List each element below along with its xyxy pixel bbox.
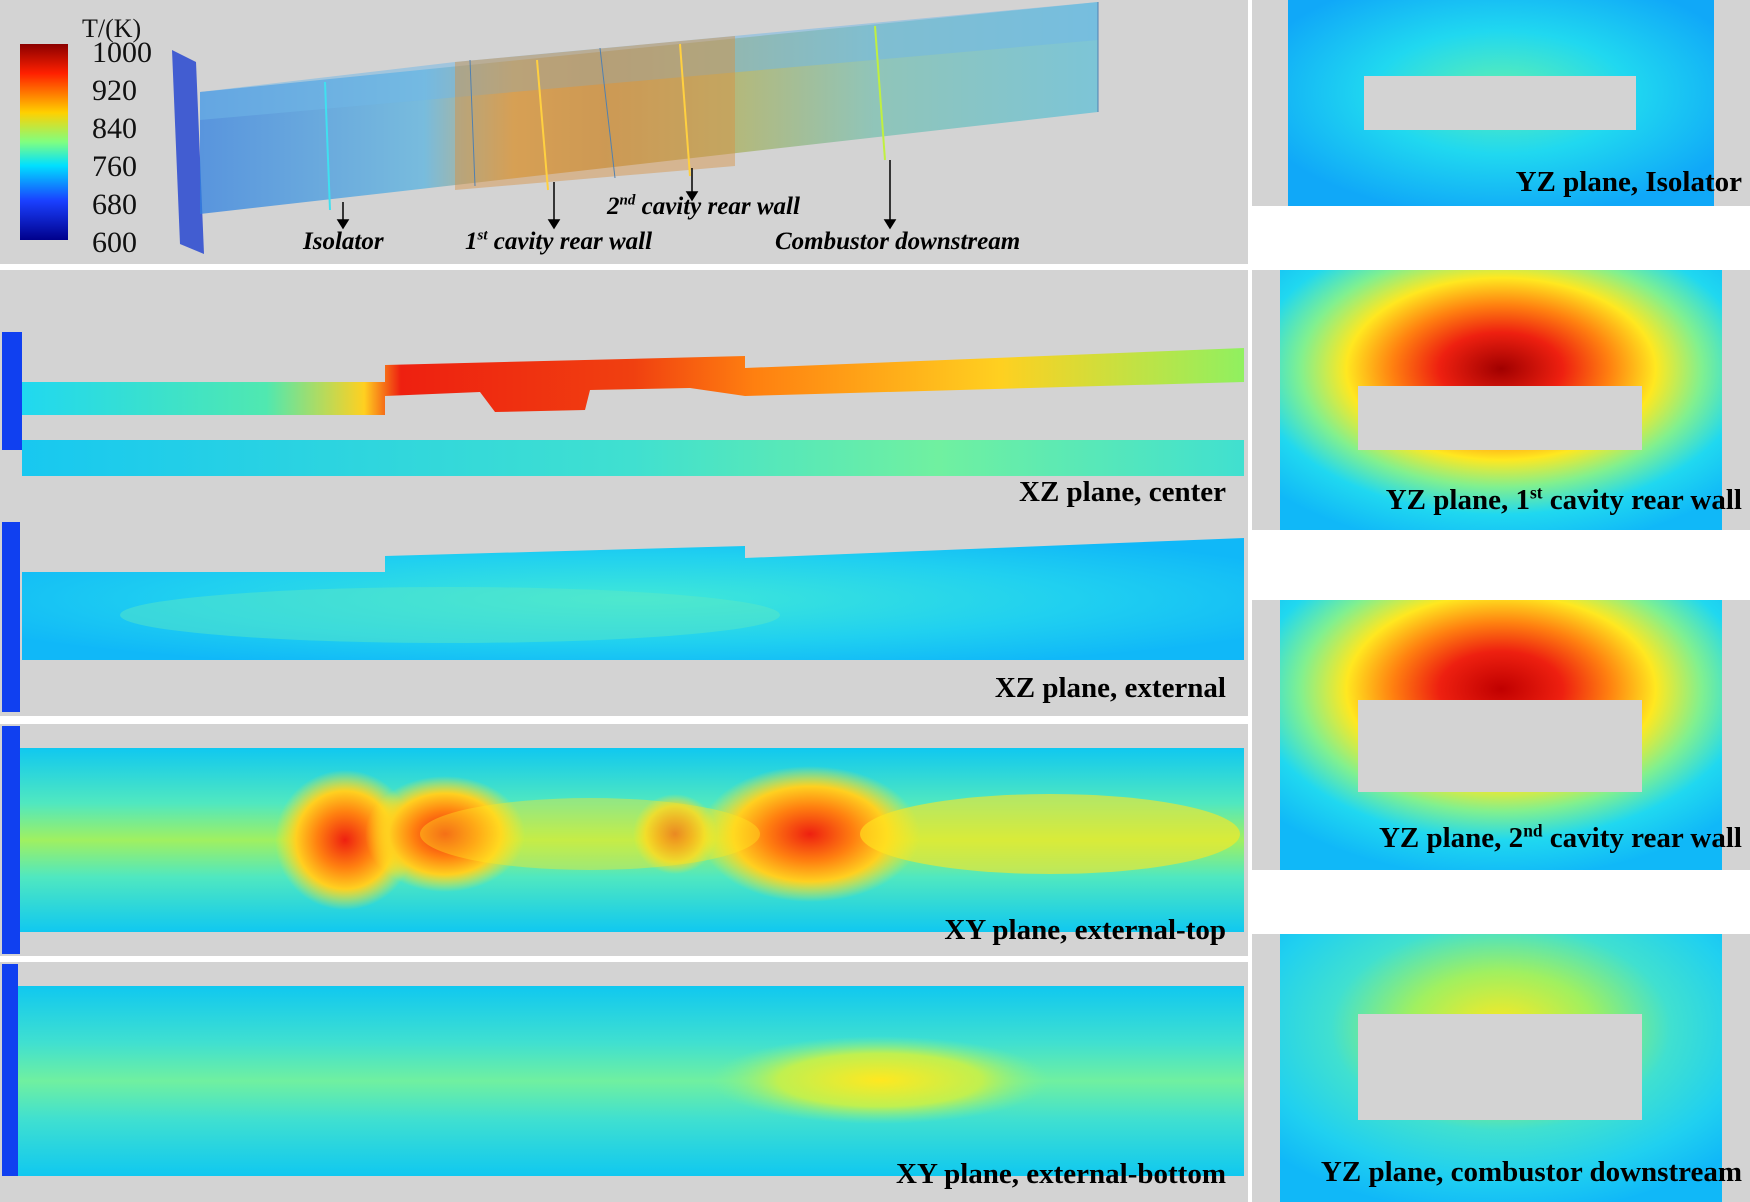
- yz-downstream-graphic: [1280, 934, 1722, 1202]
- hotspot: [700, 766, 920, 902]
- hotspot: [365, 776, 525, 892]
- xy-top-panel: XY plane, external-top: [0, 724, 1248, 956]
- yz-isolator-panel: YZ plane, Isolator: [1252, 0, 1750, 206]
- inlet-strip: [2, 332, 22, 450]
- yz-downstream-panel: YZ plane, combustor downstream: [1252, 934, 1750, 1202]
- inlet-strip: [2, 726, 20, 954]
- xy-bottom-panel: XY plane, external-bottom: [0, 962, 1248, 1202]
- yz-cavity1-graphic: [1280, 270, 1722, 530]
- xy-bottom-field: [18, 986, 1244, 1176]
- label-yz-downstream: YZ plane, combustor downstream: [1320, 1156, 1742, 1188]
- model-3d-graphic: [20, 2, 1099, 254]
- slice-downstream: [874, 25, 886, 161]
- body-cutout: [1358, 1014, 1642, 1120]
- xz-center-lower-band: [22, 440, 1244, 476]
- label-yz-cavity2: YZ plane, 2nd cavity rear wall: [1378, 820, 1742, 854]
- cavity-block: [455, 36, 735, 190]
- slice-cavity1: [536, 59, 549, 191]
- yz-cavity2-graphic: [1280, 600, 1722, 870]
- xy-bottom-graphic: [2, 964, 1244, 1176]
- contour-blob: [120, 587, 780, 643]
- label-isolator: Isolator: [303, 228, 384, 255]
- label-cavity1: 1st cavity rear wall: [465, 227, 653, 255]
- colorbar-tick: 920: [92, 74, 137, 107]
- colorbar-tick: 680: [92, 188, 137, 221]
- hotspot: [860, 794, 1240, 874]
- model-3d-panel: T/(K) 1000 920 840 760 680 600 Isolator …: [0, 0, 1248, 264]
- body-cutout: [1364, 76, 1636, 130]
- body-cutout: [1358, 386, 1642, 450]
- label-xy-bottom: XY plane, external-bottom: [896, 1158, 1226, 1190]
- body-cutout: [1358, 700, 1642, 792]
- slice-cavity2: [679, 43, 691, 177]
- edge-line: [599, 47, 616, 179]
- yz-cavity2-panel: YZ plane, 2nd cavity rear wall: [1252, 600, 1750, 870]
- xz-center-upper-band: [22, 348, 1244, 415]
- colorbar-tick: 600: [92, 226, 137, 259]
- xy-top-graphic: [2, 726, 1244, 954]
- edge-line: [469, 59, 476, 187]
- xz-external-band: [22, 538, 1244, 660]
- yz-isolator-graphic: [1288, 0, 1714, 206]
- xz-planes-graphic: [2, 332, 1244, 712]
- hotspot: [420, 798, 760, 870]
- warm-spot: [710, 1036, 1050, 1124]
- label-yz-cavity1: YZ plane, 1st cavity rear wall: [1385, 482, 1742, 516]
- colorbar-tick: 760: [92, 150, 137, 183]
- slice-isolator: [324, 81, 331, 211]
- label-xz-external: XZ plane, external: [994, 672, 1226, 704]
- duct-top-face: [200, 2, 1098, 120]
- inlet-plate: [172, 50, 204, 254]
- annotation-arrows: [336, 160, 897, 230]
- yz-cavity1-panel: YZ plane, 1st cavity rear wall: [1252, 270, 1750, 530]
- label-xy-top: XY plane, external-top: [944, 914, 1226, 946]
- hotspot: [633, 794, 717, 874]
- inlet-strip: [2, 964, 18, 1176]
- colorbar-title: T/(K): [82, 14, 142, 43]
- label-xz-center: XZ plane, center: [1019, 476, 1226, 508]
- colorbar-tick: 840: [92, 112, 137, 145]
- inlet-strip: [2, 522, 20, 712]
- label-downstream: Combustor downstream: [775, 228, 1021, 255]
- label-cavity2: 2nd cavity rear wall: [607, 192, 800, 220]
- colorbar-tick: 1000: [92, 36, 152, 69]
- xz-planes-panel: XZ plane, center XZ plane, external: [0, 270, 1248, 716]
- label-yz-isolator: YZ plane, Isolator: [1515, 166, 1742, 198]
- colorbar-gradient: [20, 44, 68, 240]
